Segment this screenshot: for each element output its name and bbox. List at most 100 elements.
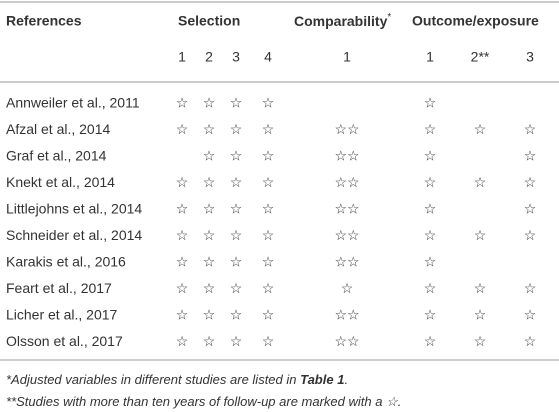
- footnote-part: *Adjusted variables in different studies…: [6, 372, 300, 387]
- star-cell: ☆: [424, 227, 437, 243]
- star-cell: ☆: [424, 121, 437, 137]
- star-cell: ☆: [203, 174, 216, 190]
- star-cell: ☆: [424, 254, 437, 270]
- star-cell: ☆☆: [334, 227, 359, 243]
- star-cell: ☆: [262, 307, 275, 323]
- star-cell: ☆: [474, 333, 487, 349]
- subheader-cell: 1: [343, 49, 351, 65]
- star-cell: ☆☆: [334, 307, 359, 323]
- star-cell: ☆: [262, 95, 275, 111]
- row-label: Annweiler et al., 2011: [6, 95, 140, 111]
- star-cell: ☆☆: [334, 333, 359, 349]
- footnote-part: **Studies with more than ten years of fo…: [6, 394, 401, 409]
- subheader-cell: 2: [205, 49, 213, 65]
- header-cell: References: [6, 13, 82, 29]
- footnote-part: .: [344, 372, 348, 387]
- subheader-cell: 3: [232, 49, 240, 65]
- row-label: Feart et al., 2017: [6, 280, 112, 296]
- star-cell: ☆: [474, 280, 487, 296]
- star-cell: ☆: [424, 201, 437, 217]
- star-cell: ☆: [262, 148, 275, 164]
- star-cell: ☆: [176, 95, 189, 111]
- star-cell: ☆: [176, 280, 189, 296]
- star-cell: ☆☆: [334, 201, 359, 217]
- star-cell: ☆: [230, 95, 243, 111]
- star-cell: ☆: [203, 95, 216, 111]
- row-label: Karakis et al., 2016: [6, 254, 126, 270]
- star-cell: ☆: [474, 227, 487, 243]
- star-cell: ☆☆: [334, 174, 359, 190]
- star-cell: ☆: [262, 201, 275, 217]
- row-label: Afzal et al., 2014: [6, 121, 111, 137]
- star-cell: ☆☆: [334, 254, 359, 270]
- star-cell: ☆: [524, 174, 537, 190]
- footnote: **Studies with more than ten years of fo…: [6, 394, 401, 409]
- star-cell: ☆: [424, 333, 437, 349]
- star-cell: ☆: [176, 174, 189, 190]
- footnote-part: Table 1: [300, 372, 344, 387]
- footnote: *Adjusted variables in different studies…: [6, 372, 348, 387]
- header-cell: Selection: [178, 13, 240, 29]
- star-cell: ☆: [176, 227, 189, 243]
- row-label: Littlejohns et al., 2014: [6, 201, 142, 217]
- star-cell: ☆☆: [334, 148, 359, 164]
- subheader-cell: 1: [426, 49, 434, 65]
- star-cell: ☆: [176, 307, 189, 323]
- star-cell: ☆: [203, 254, 216, 270]
- star-cell: ☆: [203, 121, 216, 137]
- star-cell: ☆: [524, 307, 537, 323]
- star-cell: ☆: [262, 174, 275, 190]
- star-cell: ☆: [230, 307, 243, 323]
- header-text: Comparability: [294, 13, 388, 29]
- row-label: Licher et al., 2017: [6, 307, 118, 323]
- star-cell: ☆: [262, 227, 275, 243]
- subheader-cell: 4: [264, 49, 272, 65]
- star-cell: ☆: [524, 227, 537, 243]
- star-cell: ☆☆: [334, 121, 359, 137]
- star-cell: ☆: [262, 280, 275, 296]
- star-cell: ☆: [262, 254, 275, 270]
- star-cell: ☆: [203, 148, 216, 164]
- star-cell: ☆: [230, 174, 243, 190]
- star-cell: ☆: [203, 333, 216, 349]
- subheader-cell: 3: [526, 49, 534, 65]
- subheader-cell: 1: [178, 49, 186, 65]
- star-cell: ☆: [341, 280, 354, 296]
- star-cell: ☆: [474, 174, 487, 190]
- star-cell: ☆: [262, 333, 275, 349]
- star-cell: ☆: [230, 227, 243, 243]
- row-label: Graf et al., 2014: [6, 148, 107, 164]
- row-label: Olsson et al., 2017: [6, 333, 123, 349]
- star-cell: ☆: [474, 307, 487, 323]
- star-cell: ☆: [424, 174, 437, 190]
- row-label: Schneider et al., 2014: [6, 227, 142, 243]
- header-cell: Outcome/exposure: [412, 13, 539, 29]
- star-cell: ☆: [230, 333, 243, 349]
- star-cell: ☆: [424, 95, 437, 111]
- star-cell: ☆: [203, 307, 216, 323]
- star-cell: ☆: [230, 201, 243, 217]
- star-cell: ☆: [203, 227, 216, 243]
- header-sup: *: [387, 12, 391, 23]
- star-cell: ☆: [176, 121, 189, 137]
- star-cell: ☆: [524, 333, 537, 349]
- star-cell: ☆: [524, 121, 537, 137]
- star-cell: ☆: [203, 280, 216, 296]
- star-cell: ☆: [262, 121, 275, 137]
- star-cell: ☆: [524, 201, 537, 217]
- star-cell: ☆: [524, 280, 537, 296]
- header-cell: Comparability*: [294, 12, 391, 29]
- star-cell: ☆: [424, 280, 437, 296]
- star-cell: ☆: [424, 148, 437, 164]
- subheader-cell: 2**: [471, 49, 490, 65]
- star-cell: ☆: [230, 280, 243, 296]
- star-cell: ☆: [203, 201, 216, 217]
- star-cell: ☆: [474, 121, 487, 137]
- star-cell: ☆: [524, 148, 537, 164]
- star-cell: ☆: [176, 254, 189, 270]
- star-cell: ☆: [176, 333, 189, 349]
- star-cell: ☆: [230, 254, 243, 270]
- star-cell: ☆: [176, 201, 189, 217]
